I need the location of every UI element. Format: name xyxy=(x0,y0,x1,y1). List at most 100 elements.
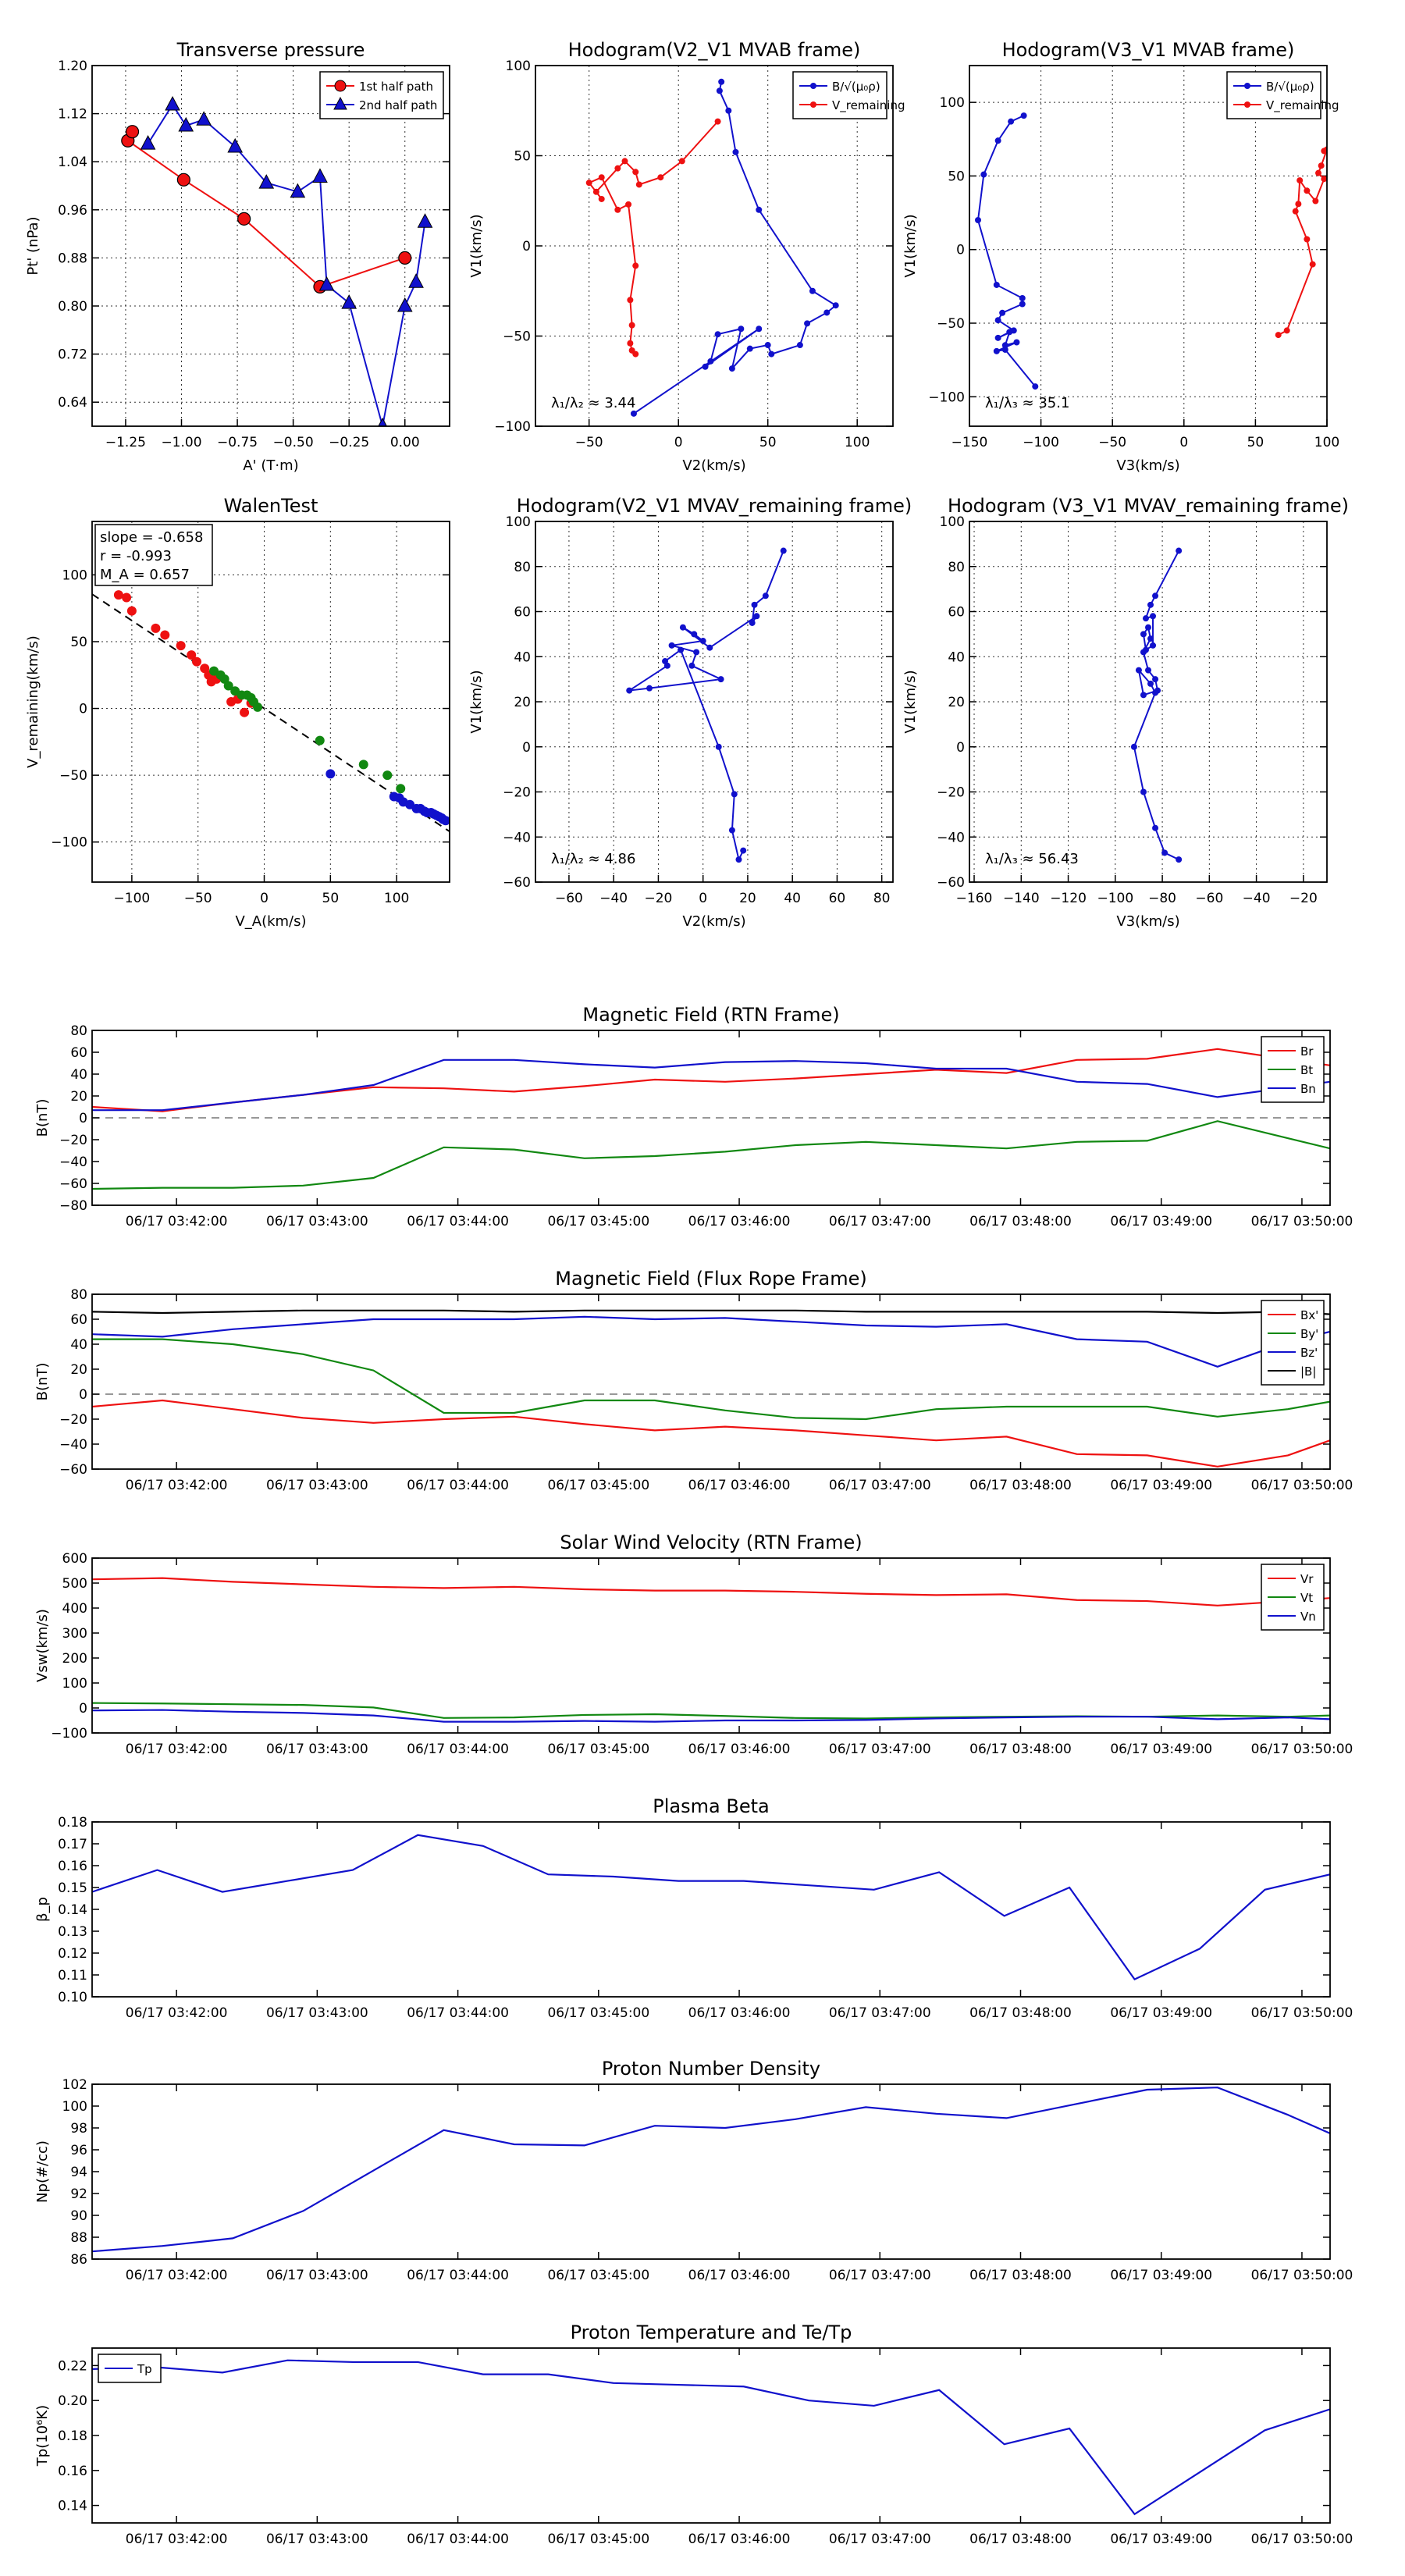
magnetic-field-flux-rope-data xyxy=(92,1309,1330,1468)
data-point xyxy=(1006,329,1013,336)
x-tick-label: 06/17 03:42:00 xyxy=(126,1742,228,1757)
data-point xyxy=(738,326,745,333)
y-tick-label: 0.16 xyxy=(58,2464,87,2479)
data-point xyxy=(1152,676,1159,683)
y-tick-label: 0.22 xyxy=(58,2358,87,2374)
eigenvalue-ratio-label: λ₁/λ₂ ≈ 3.44 xyxy=(551,395,635,411)
y-tick-label: 0.16 xyxy=(58,1859,87,1874)
data-point xyxy=(1140,649,1147,656)
data-point xyxy=(408,273,424,288)
series-line-Vr xyxy=(92,1577,1330,1606)
y-tick-label: 600 xyxy=(62,1551,87,1567)
transverse-pressure-data xyxy=(121,95,433,426)
axes-frame xyxy=(969,65,1328,427)
chart-title: Solar Wind Velocity (RTN Frame) xyxy=(560,1532,862,1553)
data-point xyxy=(227,137,244,153)
data-point xyxy=(1312,197,1319,205)
data-point xyxy=(668,642,675,649)
x-axis-label: V3(km/s) xyxy=(1116,457,1179,474)
x-tick-label: 06/17 03:43:00 xyxy=(266,2532,368,2547)
chart-title: Proton Temperature and Te/Tp xyxy=(571,2322,852,2343)
data-point xyxy=(1019,301,1026,308)
legend-box xyxy=(319,71,444,119)
data-point xyxy=(1152,592,1159,600)
data-point xyxy=(715,743,722,750)
x-tick-label: 06/17 03:42:00 xyxy=(126,2532,228,2547)
data-point xyxy=(140,135,156,150)
y-axis-label: Tp(10⁶K) xyxy=(34,2405,51,2467)
x-axis-label: V_A(km/s) xyxy=(235,913,306,930)
x-tick-label: 06/17 03:49:00 xyxy=(1110,2005,1212,2021)
x-tick-label: −100 xyxy=(114,891,151,906)
x-tick-label: 40 xyxy=(784,891,801,906)
y-axis-label: B(nT) xyxy=(34,1099,51,1137)
x-tick-label: −120 xyxy=(1050,891,1087,906)
y-axis-label: B(nT) xyxy=(34,1363,51,1401)
data-point xyxy=(746,345,753,352)
legend-label: Bt xyxy=(1300,1063,1313,1077)
data-point xyxy=(993,281,1000,288)
x-tick-label: −160 xyxy=(956,891,993,906)
hodogram-v2v1-mvab-data xyxy=(585,78,839,417)
x-tick-label: −50 xyxy=(1098,435,1126,450)
axes-frame xyxy=(969,521,1328,883)
data-point xyxy=(1283,327,1290,334)
y-tick-label: 0 xyxy=(79,1701,87,1717)
hodogram-v2v1-mvav-data xyxy=(626,547,787,863)
data-point xyxy=(707,358,714,365)
x-tick-label: 06/17 03:47:00 xyxy=(829,1478,931,1493)
y-tick-label: 40 xyxy=(948,649,965,665)
data-point xyxy=(764,342,771,349)
walen-test-data xyxy=(92,590,450,833)
x-tick-label: 06/17 03:48:00 xyxy=(969,1742,1072,1757)
data-point xyxy=(731,791,738,798)
y-tick-label: 100 xyxy=(62,1676,87,1692)
data-point xyxy=(780,547,787,554)
data-point xyxy=(1152,689,1159,696)
x-tick-label: −100 xyxy=(1023,435,1059,450)
y-tick-label: 0.80 xyxy=(58,299,87,315)
x-tick-label: 06/17 03:47:00 xyxy=(829,2532,931,2547)
hodogram-v3v1-mvav-panel: −160 −140 −120 −100 −80 −60 −40 −20 −60 −40 −20 0 20… xyxy=(902,495,1349,930)
data-point xyxy=(626,687,633,694)
legend-marker xyxy=(810,83,816,89)
series-line-By' xyxy=(92,1338,1330,1421)
data-point xyxy=(1135,667,1142,674)
y-tick-label: 0 xyxy=(79,1387,87,1403)
y-tick-label: −100 xyxy=(928,390,965,405)
y-tick-label: 1.04 xyxy=(58,155,87,170)
y-tick-label: 0 xyxy=(79,1111,87,1126)
x-tick-label: 06/17 03:45:00 xyxy=(547,1478,649,1493)
y-tick-label: 80 xyxy=(948,560,965,575)
axes-frame xyxy=(91,2347,1331,2524)
data-point xyxy=(1150,613,1157,620)
axes-frame xyxy=(535,521,894,883)
scatter-point-green xyxy=(223,681,233,691)
legend-marker xyxy=(1244,83,1250,89)
data-point xyxy=(717,676,724,683)
data-point xyxy=(632,262,639,269)
legend-label: B/√(μ₀ρ) xyxy=(832,80,880,94)
magnetic-field-rtn-panel: 06/17 03:42:00 06/17 03:43:00 06/17 03:44:… xyxy=(34,1004,1353,1229)
x-axis-label: V3(km/s) xyxy=(1116,913,1179,930)
data-point xyxy=(714,331,721,338)
stats-line: M_A = 0.657 xyxy=(100,567,190,583)
y-axis-label: Vsw(km/s) xyxy=(34,1609,51,1682)
plasma-beta-panel: 06/17 03:42:00 06/17 03:43:00 06/17 03:44:… xyxy=(34,1795,1353,2021)
data-point xyxy=(1145,667,1151,674)
x-tick-label: 06/17 03:47:00 xyxy=(829,2268,931,2283)
data-point xyxy=(751,601,758,608)
proton-number-density-panel: 06/17 03:42:00 06/17 03:43:00 06/17 03:44:… xyxy=(34,2058,1353,2283)
scatter-point-red xyxy=(126,606,137,616)
data-point xyxy=(592,188,599,195)
data-point xyxy=(625,201,632,208)
y-tick-label: 50 xyxy=(948,169,965,184)
series-line-|B| xyxy=(92,1309,1330,1315)
y-tick-label: 60 xyxy=(70,1045,87,1061)
y-tick-label: 0.96 xyxy=(58,203,87,219)
y-tick-label: 80 xyxy=(514,560,531,575)
fit-line xyxy=(92,593,450,833)
y-tick-label: 92 xyxy=(70,2186,87,2202)
x-tick-label: −0.75 xyxy=(217,435,258,450)
data-point xyxy=(1140,692,1147,699)
